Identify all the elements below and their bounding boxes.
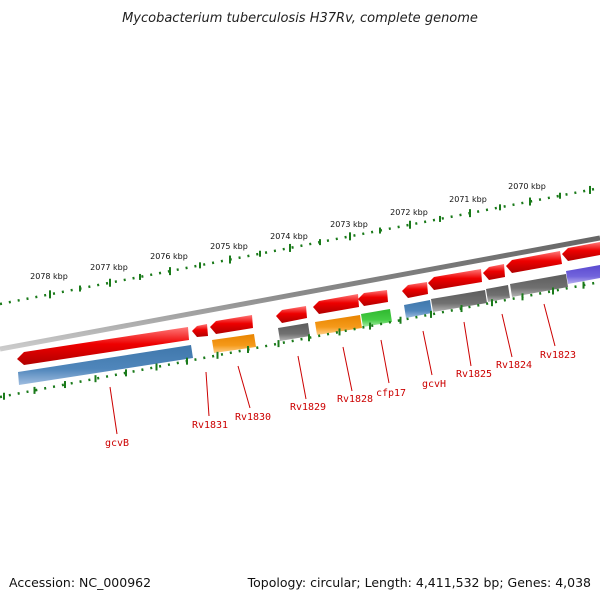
feature-bar-next — [566, 265, 600, 284]
leader-Rv1824 — [501, 313, 513, 358]
feature-bar-Rv1828 — [315, 315, 362, 335]
leader-Rv1823 — [543, 303, 556, 347]
feature-bar-Rv1829 — [278, 323, 310, 341]
feature-bar-Rv1823 — [510, 274, 568, 297]
gene-label-Rv1824: Rv1824 — [496, 360, 532, 371]
tick-ring-line — [0, 186, 600, 306]
tick-label-2072: 2072 kbp — [390, 208, 428, 217]
gene-label-Rv1823: Rv1823 — [540, 350, 576, 361]
forward-strand-genes — [17, 242, 600, 365]
tick-marks — [49, 185, 591, 299]
feature-bar-cfp17 — [361, 309, 392, 327]
tick-label-2078: 2078 kbp — [30, 272, 68, 281]
gene-arrow-Rv1828 — [313, 294, 359, 314]
tick-label-2073: 2073 kbp — [330, 220, 368, 229]
feature-bar-Rv1824 — [486, 285, 510, 302]
gene-label-Rv1825: Rv1825 — [456, 369, 492, 380]
feature-bar-gcvB — [18, 345, 193, 385]
genome-backbone — [0, 235, 600, 352]
feature-track — [18, 265, 600, 385]
leader-Rv1831 — [205, 371, 210, 417]
gene-arrow-gcvH — [402, 282, 428, 298]
feature-bar-Rv1830 — [212, 334, 256, 353]
gene-arrow-Rv1831 — [192, 324, 208, 337]
inner-tick-marks — [3, 281, 585, 400]
feature-bar-gcvH — [404, 300, 432, 318]
gene-label-gcvH: gcvH — [422, 379, 446, 390]
gene-arrow-Rv1824 — [483, 264, 505, 280]
tick-label-2075: 2075 kbp — [210, 242, 248, 251]
inner-tick-ring — [0, 280, 600, 400]
leader-Rv1825 — [463, 321, 472, 367]
gene-label-cfp17: cfp17 — [376, 388, 406, 399]
map-title: Mycobacterium tuberculosis H37Rv, comple… — [122, 11, 478, 26]
tick-label-2071: 2071 kbp — [449, 195, 487, 204]
leader-Rv1828 — [342, 346, 353, 392]
leader-Rv1829 — [297, 355, 307, 400]
gene-arrow-cfp17 — [358, 290, 388, 306]
leader-Rv1830 — [237, 365, 251, 409]
genome-summary-text: Topology: circular; Length: 4,411,532 bp… — [247, 575, 591, 590]
label-leaders — [109, 303, 556, 435]
feature-bar-Rv1825 — [431, 290, 487, 312]
tick-ring: 2078 kbp 2077 kbp 2076 kbp 2075 kbp 2074… — [0, 182, 600, 306]
gene-arrow-Rv1830 — [210, 315, 253, 334]
leader-gcvB — [109, 386, 118, 435]
gene-label-Rv1829: Rv1829 — [290, 402, 326, 413]
inner-tick-ring-line — [0, 280, 600, 399]
gene-arrow-Rv1829 — [276, 306, 307, 323]
tick-label-2070: 2070 kbp — [508, 182, 546, 191]
gene-arrow-next — [562, 242, 600, 261]
leader-gcvH — [422, 330, 433, 376]
gene-arrow-Rv1823 — [506, 251, 562, 273]
gene-arrow-Rv1825 — [428, 269, 482, 290]
tick-label-2077: 2077 kbp — [90, 263, 128, 272]
accession-text: Accession: NC_000962 — [9, 575, 151, 590]
gene-label-gcvB: gcvB — [105, 438, 129, 449]
tick-label-2076: 2076 kbp — [150, 252, 188, 261]
tick-label-2074: 2074 kbp — [270, 232, 308, 241]
tick-labels: 2078 kbp 2077 kbp 2076 kbp 2075 kbp 2074… — [30, 182, 546, 281]
gene-label-Rv1831: Rv1831 — [192, 420, 228, 431]
gene-label-Rv1830: Rv1830 — [235, 412, 271, 423]
gene-labels: gcvB Rv1831 Rv1830 Rv1829 Rv1828 cfp17 g… — [105, 350, 576, 449]
leader-cfp17 — [380, 339, 390, 384]
gene-arrow-gcvB — [17, 327, 189, 365]
gene-label-Rv1828: Rv1828 — [337, 394, 373, 405]
